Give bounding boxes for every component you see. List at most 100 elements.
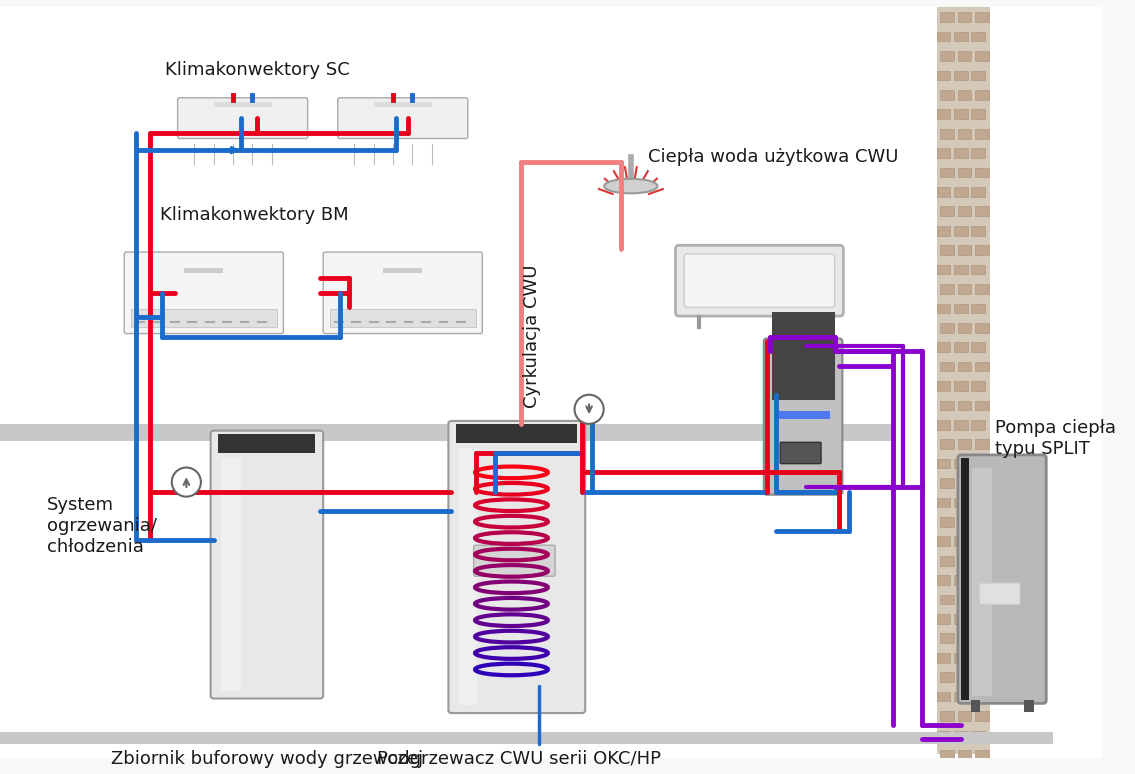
Bar (958, 594, 972, 604)
Bar (941, 750, 955, 759)
Point (827, 347, 841, 356)
Point (251, 128, 264, 137)
Point (207, 317, 220, 327)
Point (144, 420, 158, 429)
Text: Cyrkulacja CWU: Cyrkulacja CWU (523, 265, 541, 408)
Point (760, 467, 774, 477)
Point (343, 274, 356, 283)
Bar (936, 692, 950, 701)
Point (586, 487, 599, 496)
Bar (936, 32, 950, 42)
Point (251, 114, 264, 123)
Point (226, 159, 239, 169)
Point (763, 332, 776, 341)
Point (621, 177, 634, 187)
Bar (936, 6, 990, 754)
Bar (972, 70, 985, 80)
Bar (936, 420, 950, 430)
Bar (975, 556, 989, 566)
Bar (330, 310, 476, 327)
Line: 2 pts: 2 pts (649, 189, 663, 194)
Bar (958, 12, 972, 22)
Point (328, 317, 342, 327)
Point (886, 347, 900, 356)
Bar (958, 128, 972, 139)
Point (827, 332, 841, 341)
Bar (975, 51, 989, 61)
Bar (975, 90, 989, 100)
Text: Ciepła woda użytkowa CWU: Ciepła woda użytkowa CWU (648, 148, 899, 166)
Bar (958, 478, 972, 488)
Point (168, 288, 182, 297)
Bar (941, 51, 955, 61)
Bar (941, 594, 955, 604)
Point (459, 317, 472, 327)
Point (129, 146, 143, 155)
Point (770, 390, 783, 399)
Point (915, 347, 928, 356)
Point (129, 420, 143, 429)
Bar (973, 467, 992, 696)
Point (770, 390, 783, 399)
Bar (958, 245, 972, 255)
Point (225, 317, 238, 327)
Point (760, 390, 774, 399)
Point (226, 139, 239, 149)
Bar (972, 575, 985, 585)
Point (575, 448, 589, 457)
Point (827, 347, 841, 356)
Point (619, 163, 632, 172)
Bar (936, 498, 950, 507)
Bar (955, 32, 968, 42)
Point (770, 487, 783, 496)
FancyBboxPatch shape (684, 254, 834, 307)
Bar (941, 323, 955, 333)
Point (827, 482, 841, 491)
Point (146, 317, 160, 327)
Bar (975, 750, 989, 759)
Point (347, 139, 361, 149)
Bar (936, 536, 950, 546)
Bar (975, 594, 989, 604)
Text: Zbiornik buforowy wody grzewczej: Zbiornik buforowy wody grzewczej (111, 750, 423, 768)
Point (313, 274, 327, 283)
Bar (970, 700, 981, 712)
Point (187, 139, 201, 149)
Bar (975, 711, 989, 721)
Point (630, 163, 644, 172)
Point (770, 526, 783, 536)
Point (182, 317, 195, 327)
Bar (936, 226, 950, 235)
Point (886, 347, 900, 356)
Point (896, 482, 909, 491)
Bar (955, 498, 968, 507)
Bar (975, 245, 989, 255)
Point (799, 482, 813, 491)
Bar (936, 575, 950, 585)
Circle shape (574, 395, 604, 424)
Point (405, 159, 419, 169)
Bar (972, 265, 985, 275)
Bar (958, 401, 972, 410)
Bar (936, 70, 950, 80)
Bar (972, 381, 985, 391)
Point (842, 526, 856, 536)
Bar (941, 90, 955, 100)
Point (514, 420, 528, 429)
Point (575, 409, 589, 419)
Point (650, 174, 664, 183)
Point (155, 288, 169, 297)
Point (242, 317, 255, 327)
FancyBboxPatch shape (338, 98, 468, 139)
Bar (955, 575, 968, 585)
Point (234, 146, 247, 155)
Bar (975, 478, 989, 488)
Point (633, 179, 647, 188)
Bar (975, 361, 989, 372)
Point (251, 128, 264, 137)
Bar (941, 711, 955, 721)
Point (514, 157, 528, 166)
Point (363, 317, 377, 327)
Bar (972, 731, 985, 740)
Bar (955, 109, 968, 119)
